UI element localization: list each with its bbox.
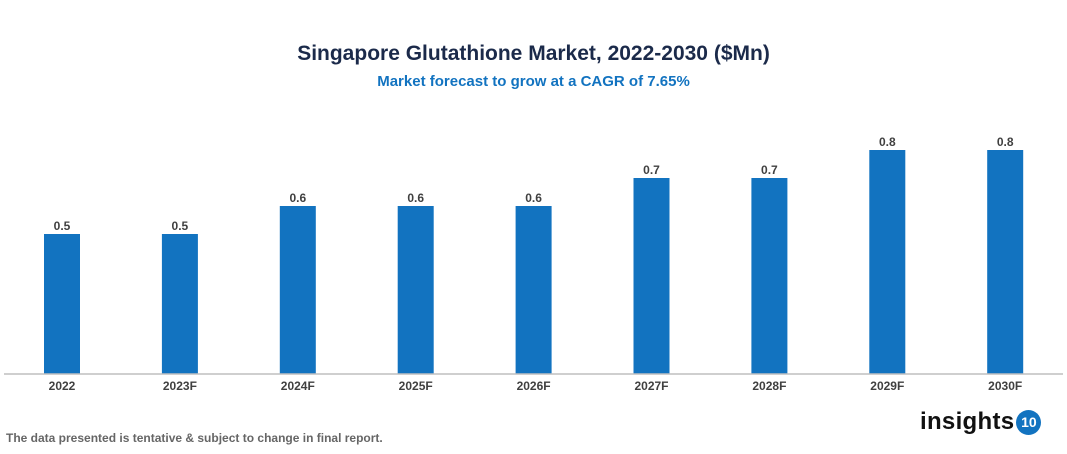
data-label: 0.7: [761, 163, 778, 177]
bar: [987, 150, 1024, 374]
x-tick-label: 2022: [49, 379, 76, 393]
data-label: 0.8: [997, 135, 1014, 149]
data-label: 0.8: [879, 135, 896, 149]
bar: [633, 178, 670, 374]
bar: [869, 150, 906, 374]
bar: [44, 234, 80, 374]
x-tick-label: 2030F: [988, 379, 1022, 393]
x-tick-label: 2023F: [163, 379, 197, 393]
data-label: 0.6: [289, 191, 306, 205]
data-label: 0.5: [172, 219, 189, 233]
disclaimer-note: The data presented is tentative & subjec…: [6, 431, 383, 445]
bar: [161, 234, 198, 374]
x-tick-label: 2027F: [634, 379, 668, 393]
chart-subtitle: Market forecast to grow at a CAGR of 7.6…: [377, 73, 690, 90]
x-tick-label: 2028F: [752, 379, 786, 393]
bar: [515, 206, 552, 374]
data-label: 0.6: [407, 191, 424, 205]
x-tick-label: 2026F: [517, 379, 551, 393]
data-label: 0.7: [643, 163, 660, 177]
logo-text: insights: [920, 408, 1015, 435]
logo-badge: 10: [1016, 409, 1042, 435]
bar: [279, 206, 316, 374]
bar: [397, 206, 434, 374]
x-tick-label: 2025F: [399, 379, 433, 393]
chart-title: Singapore Glutathione Market, 2022-2030 …: [297, 42, 770, 65]
insights10-logo: insights 10: [920, 408, 1042, 436]
x-tick-label: 2024F: [281, 379, 315, 393]
bar: [751, 178, 788, 374]
x-tick-label: 2029F: [870, 379, 904, 393]
data-label: 0.5: [54, 219, 71, 233]
data-label: 0.6: [525, 191, 542, 205]
